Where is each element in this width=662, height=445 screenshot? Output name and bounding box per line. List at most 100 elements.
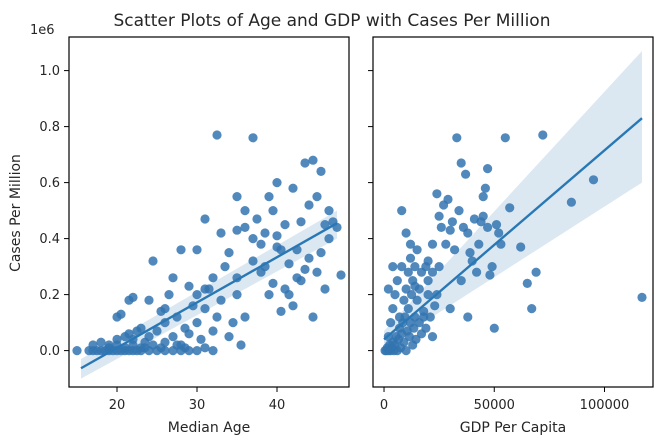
data-point (288, 301, 298, 311)
data-point (160, 346, 170, 356)
data-point (410, 262, 420, 272)
data-point (288, 183, 298, 193)
data-point (152, 326, 162, 336)
data-point (264, 192, 274, 202)
data-point (104, 340, 114, 350)
data-point (148, 256, 158, 266)
data-point (427, 267, 438, 277)
scatter-points-layer (72, 130, 346, 356)
data-point (425, 312, 435, 322)
data-point (112, 334, 122, 344)
data-point (485, 270, 495, 280)
data-point (397, 262, 407, 272)
data-point (240, 206, 250, 216)
data-point (248, 234, 258, 244)
data-point (300, 264, 310, 274)
data-point (256, 239, 266, 249)
data-point (412, 245, 422, 255)
data-point (494, 228, 504, 238)
data-point (463, 312, 473, 322)
plot-frame-right (372, 36, 654, 388)
data-point (445, 225, 455, 235)
y-scale-label: 1e6 (30, 23, 55, 38)
data-point (184, 281, 194, 291)
data-point (427, 239, 438, 249)
data-point (522, 278, 532, 288)
y-tick-label: 0.4 (39, 232, 60, 247)
data-point (588, 175, 599, 185)
data-point (136, 323, 146, 333)
data-point (232, 225, 242, 235)
data-point (386, 318, 396, 328)
data-point (430, 301, 440, 311)
y-tick-label: 0.6 (39, 176, 60, 191)
x-tick-label: 50000 (474, 398, 515, 413)
data-point (450, 245, 460, 255)
ticks-layer: 0 50000 100000 (368, 70, 629, 413)
plot-frame-left (68, 36, 350, 388)
data-point (284, 290, 294, 300)
data-point (128, 292, 138, 302)
x-tick-label: 0 (380, 398, 388, 413)
data-point (88, 340, 98, 350)
data-point (260, 228, 270, 238)
data-point (184, 329, 194, 339)
data-point (336, 270, 346, 280)
data-point (397, 206, 407, 216)
data-point (292, 273, 302, 283)
data-point (316, 166, 326, 176)
data-point (276, 306, 286, 316)
data-point (248, 256, 258, 266)
data-point (443, 194, 453, 204)
data-point (208, 326, 218, 336)
data-point (248, 133, 258, 143)
data-point (72, 346, 82, 356)
data-point (405, 253, 416, 263)
x-tick-label: 20 (109, 398, 126, 413)
data-point (316, 248, 326, 258)
data-point (308, 155, 318, 165)
data-point (224, 248, 234, 258)
data-point (392, 276, 402, 286)
data-point (419, 312, 429, 322)
data-point (480, 183, 490, 193)
x-tick-label: 30 (189, 398, 206, 413)
data-point (423, 290, 433, 300)
data-point (394, 312, 405, 322)
data-point (478, 192, 488, 202)
data-point (447, 217, 457, 227)
data-point (320, 220, 330, 230)
data-point (312, 192, 322, 202)
data-point (224, 332, 234, 342)
data-point (383, 284, 393, 294)
panel-median-age: 20 30 40 0.0 0.2 0.4 0.6 0.8 1.0 Median Age (39, 36, 350, 436)
data-point (212, 312, 222, 322)
data-point (401, 284, 411, 294)
x-axis-label-gdp: GDP Per Capita (460, 420, 566, 436)
data-point (566, 197, 577, 207)
data-point (192, 245, 202, 255)
data-point (192, 290, 202, 300)
data-point (434, 262, 444, 272)
data-point (516, 242, 526, 252)
data-point (320, 284, 330, 294)
data-point (401, 228, 411, 238)
y-tick-label: 0.2 (39, 288, 60, 303)
data-point (474, 239, 484, 249)
data-point (324, 234, 334, 244)
data-point (168, 332, 178, 342)
regression-line (80, 222, 338, 370)
data-point (399, 295, 409, 305)
data-point (312, 267, 322, 277)
data-point (403, 267, 413, 277)
data-point (240, 222, 250, 232)
data-point (176, 245, 186, 255)
data-point (232, 192, 242, 202)
data-point (531, 267, 541, 277)
data-point (300, 158, 310, 168)
data-point (423, 276, 433, 286)
data-point (220, 262, 230, 272)
data-point (160, 304, 170, 314)
data-point (268, 278, 278, 288)
data-point (296, 217, 306, 227)
